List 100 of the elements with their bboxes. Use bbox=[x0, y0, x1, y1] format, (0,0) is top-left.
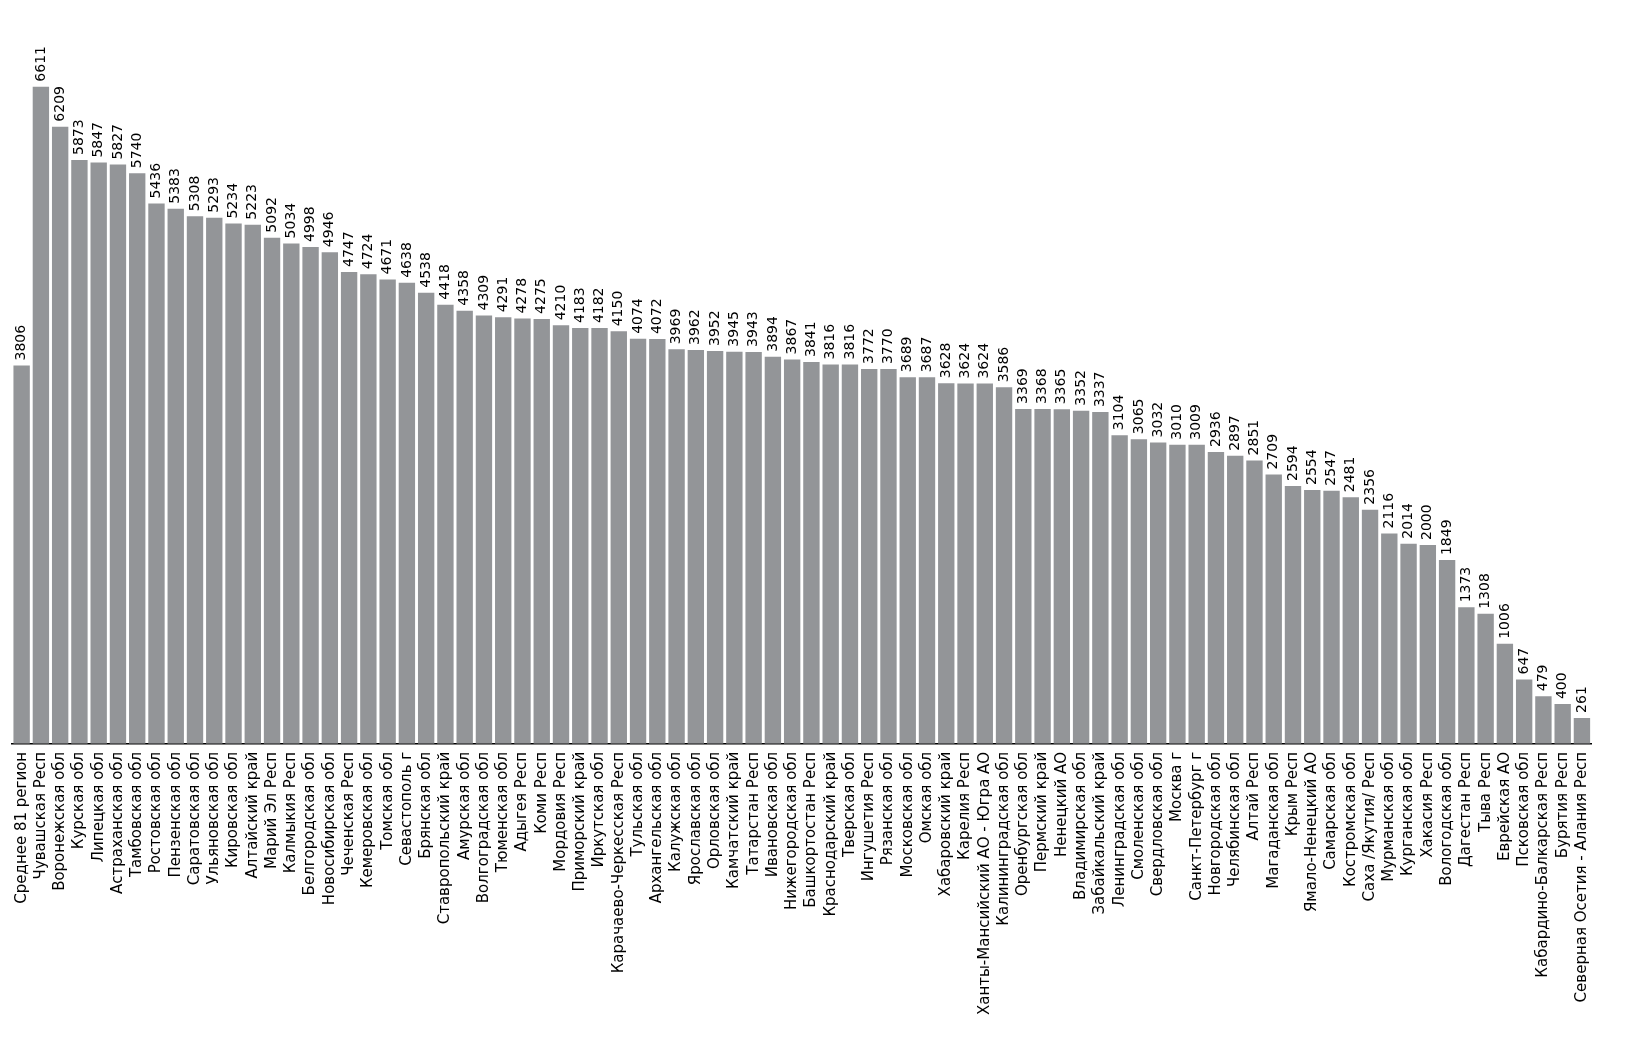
x-tick-label: Калининградская обл bbox=[993, 751, 1012, 926]
data-label: 2481 bbox=[1341, 456, 1358, 493]
x-tick-label: Ростовская обл bbox=[146, 751, 165, 874]
bar bbox=[167, 208, 184, 744]
x-tick-label: Ленинградская обл bbox=[1109, 751, 1128, 907]
x-tick-label: Ивановская обл bbox=[762, 751, 781, 878]
bar bbox=[957, 383, 974, 744]
data-label: 2897 bbox=[1225, 415, 1242, 451]
data-label: 5092 bbox=[262, 197, 279, 233]
bar bbox=[918, 377, 936, 744]
bar bbox=[32, 86, 50, 744]
data-label: 5827 bbox=[108, 123, 125, 160]
data-label: 3962 bbox=[686, 309, 703, 345]
data-label: 4418 bbox=[436, 264, 453, 300]
x-tick-label: Ханты-Мансийский АО - Югра АО bbox=[974, 751, 993, 1016]
bar bbox=[1149, 442, 1167, 744]
bar bbox=[1323, 490, 1340, 744]
data-label: 4210 bbox=[551, 284, 568, 321]
x-tick-label: Хакасия Респ bbox=[1417, 751, 1436, 858]
bar bbox=[283, 243, 300, 744]
x-tick-label: Алтай Респ bbox=[1244, 751, 1263, 841]
bar bbox=[1438, 560, 1456, 744]
bar bbox=[1477, 613, 1494, 744]
data-label: 3032 bbox=[1148, 401, 1165, 438]
data-label: 3816 bbox=[821, 323, 838, 360]
data-label: 5383 bbox=[166, 168, 183, 204]
x-tick-label: Архангельская обл bbox=[647, 751, 666, 904]
x-tick-label: Иркутская обл bbox=[589, 751, 608, 868]
data-label: 4538 bbox=[416, 252, 433, 288]
x-tick-label: Челябинская обл bbox=[1225, 751, 1244, 888]
bar bbox=[1284, 485, 1302, 744]
data-label: 3369 bbox=[1013, 368, 1030, 404]
bar bbox=[822, 364, 839, 744]
data-label: 2851 bbox=[1245, 419, 1262, 456]
x-tick-label: Рязанская обл bbox=[878, 751, 897, 866]
data-label: 4724 bbox=[359, 233, 376, 270]
bar bbox=[668, 349, 685, 744]
data-label: 3628 bbox=[936, 342, 953, 379]
x-tick-label: Чувашская Респ bbox=[30, 751, 49, 880]
bar bbox=[1496, 643, 1514, 744]
x-tick-label: Тульская обл bbox=[627, 751, 646, 858]
x-tick-label: Алтайский край bbox=[242, 751, 261, 879]
data-label: 4072 bbox=[647, 298, 664, 335]
data-label: 647 bbox=[1514, 647, 1531, 675]
x-tick-label: Санкт-Петербург г bbox=[1186, 751, 1205, 901]
data-label: 5034 bbox=[281, 202, 298, 239]
bar bbox=[938, 383, 955, 744]
bar bbox=[533, 318, 550, 744]
bar bbox=[995, 387, 1013, 744]
x-tick-label: Новосибирская обл bbox=[319, 751, 338, 906]
bar bbox=[552, 325, 570, 744]
x-tick-label: Брянская обл bbox=[416, 751, 435, 859]
x-tick-label: Чеченская Респ bbox=[338, 751, 357, 876]
data-label: 3943 bbox=[744, 311, 761, 347]
bar bbox=[1034, 409, 1051, 744]
bar bbox=[90, 162, 107, 744]
data-label: 6209 bbox=[50, 85, 67, 122]
bar bbox=[495, 317, 512, 744]
data-label: 3945 bbox=[725, 311, 742, 347]
data-label: 1849 bbox=[1437, 519, 1454, 556]
bar bbox=[398, 282, 416, 744]
data-label: 4309 bbox=[474, 274, 491, 311]
bar bbox=[1130, 439, 1148, 744]
x-tick-label: Воронежская обл bbox=[50, 751, 69, 891]
data-label: 5436 bbox=[147, 162, 164, 199]
x-tick-label: Ульяновская обл bbox=[204, 751, 223, 885]
bar bbox=[1246, 460, 1263, 744]
bar bbox=[1015, 408, 1032, 744]
data-label: 3352 bbox=[1071, 369, 1088, 406]
data-label: 3816 bbox=[840, 323, 857, 360]
data-label: 3009 bbox=[1187, 404, 1204, 440]
bar bbox=[572, 328, 589, 744]
x-tick-label: Ямало-Ненецкий АО bbox=[1302, 751, 1321, 913]
bar bbox=[244, 224, 261, 744]
x-tick-label: Саха /Якутия/ Респ bbox=[1359, 751, 1378, 902]
x-tick-label: Курганская обл bbox=[1398, 751, 1417, 877]
data-label: 2936 bbox=[1206, 411, 1223, 447]
x-tick-label: Марий Эл Респ bbox=[261, 751, 280, 869]
bar bbox=[379, 279, 396, 744]
data-label: 3894 bbox=[763, 316, 780, 352]
x-tick-label: Краснодарский край bbox=[820, 751, 839, 917]
bar bbox=[475, 315, 493, 744]
bar bbox=[1342, 497, 1359, 744]
data-label: 2594 bbox=[1283, 445, 1300, 481]
bar bbox=[726, 351, 743, 744]
data-label: 3867 bbox=[782, 318, 799, 355]
bar bbox=[880, 369, 897, 744]
bar bbox=[437, 304, 454, 744]
data-label: 3104 bbox=[1110, 394, 1127, 431]
data-label: 261 bbox=[1572, 686, 1589, 713]
bar bbox=[456, 310, 473, 744]
data-label: 4638 bbox=[397, 242, 414, 278]
x-tick-label: Приморский край bbox=[570, 751, 589, 892]
data-label: 3365 bbox=[1052, 368, 1069, 405]
data-label: 2116 bbox=[1379, 492, 1396, 529]
bar bbox=[1458, 607, 1475, 744]
bar bbox=[841, 364, 859, 744]
bar bbox=[514, 318, 531, 744]
bar bbox=[321, 252, 339, 744]
x-tick-label: Калмыкия Респ bbox=[281, 751, 300, 874]
